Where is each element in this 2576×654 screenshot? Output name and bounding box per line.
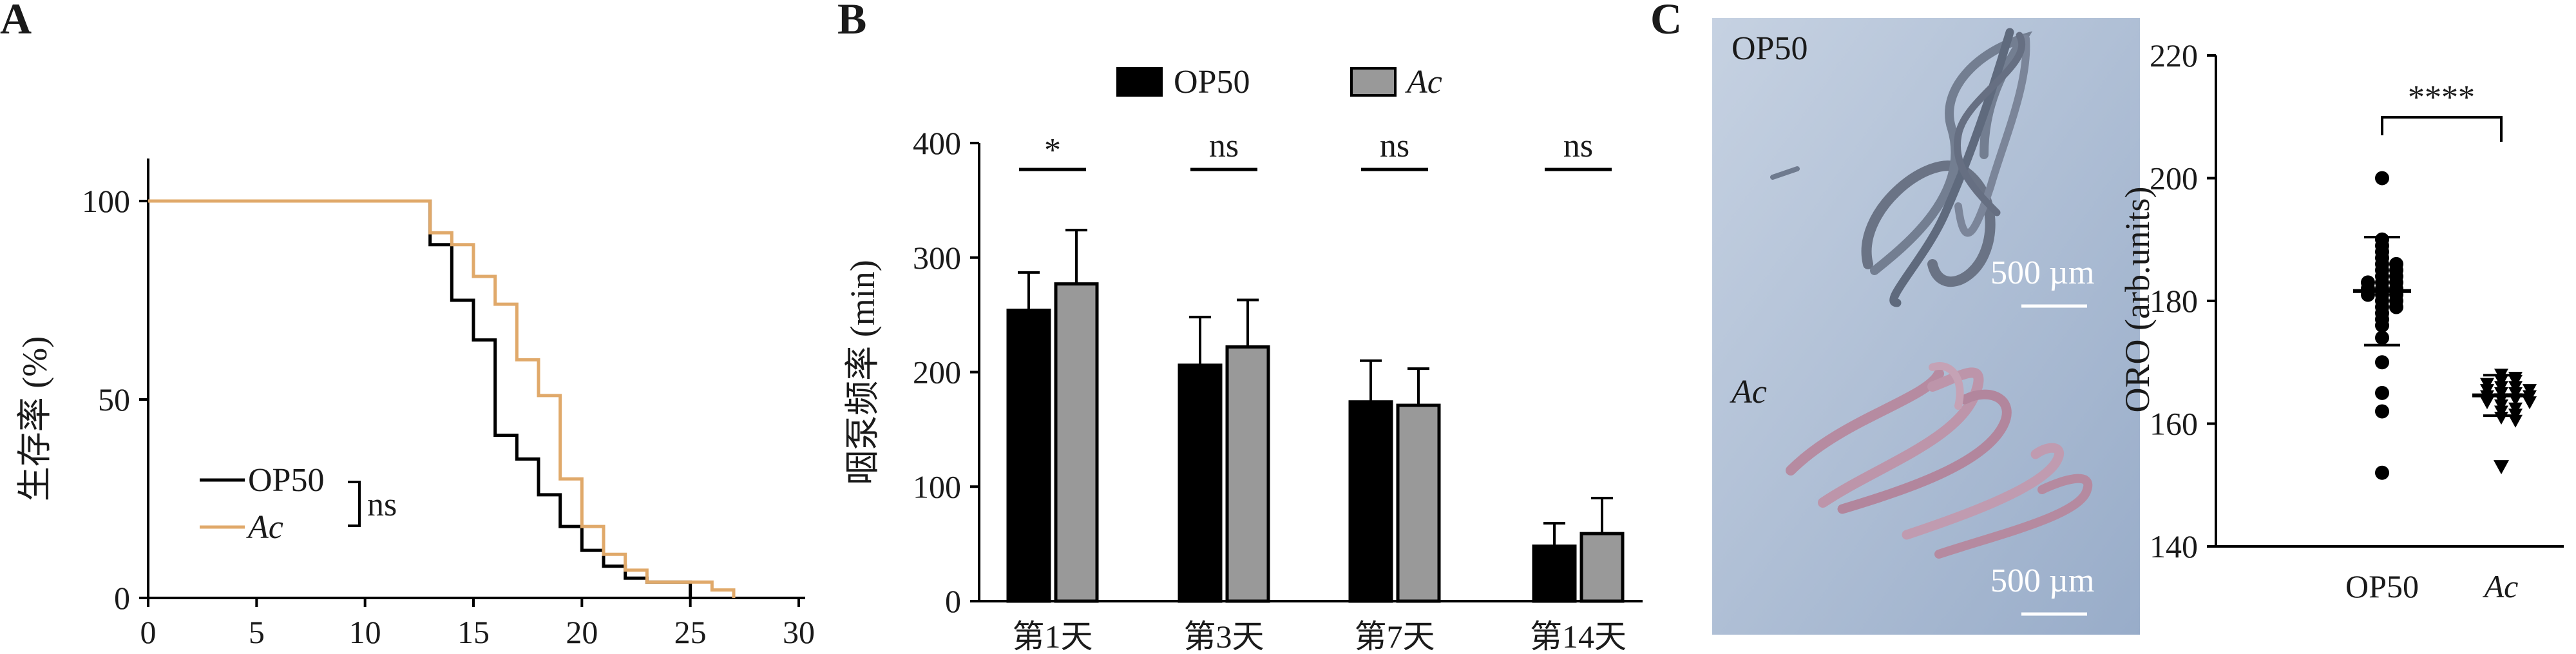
bar-ac-2 [1225,345,1270,603]
panel-c-micrograph: C OP50 Ac 500 µm 50 [1650,0,2140,635]
data-point [2494,460,2509,475]
worm [1902,443,2064,540]
y-tick-label: 100 [913,468,961,505]
data-point [2523,396,2537,410]
x-tick-label: 25 [674,614,707,650]
bar-op50-1 [1006,309,1051,603]
x-tick-label: 10 [349,614,381,650]
series-line-op50 [148,199,692,598]
significance-label: ns [1380,128,1409,164]
op50-worms [1770,28,2033,307]
significance-label: ns [1563,128,1593,164]
micrograph-label-ac: Ac [1730,374,1767,410]
worm [1934,474,2093,559]
ac-worms [1786,362,2093,559]
significance-label: ns [367,486,397,523]
worm [1954,32,2026,216]
bars: 第1天 * 第3天 ns 第7天 ns 第14天 ns [1006,128,1627,654]
significance-label: * [1044,132,1061,169]
axis-ticks: 0 100 200 300 400 [913,125,979,619]
x-tick-label: 15 [457,614,490,650]
bar-op50-2 [1178,363,1223,603]
bar-op50-4 [1532,544,1577,603]
scale-bar-label-bottom: 500 µm [1990,563,2094,599]
bar-ac-1 [1054,282,1099,603]
legend-label-op50: OP50 [1174,64,1250,101]
micrograph-shading [1712,18,2140,635]
panel-c-label: C [1650,0,1682,43]
panel-a-survival-chart: A 0 5 10 15 20 25 30 0 50 100 生存率 (%) OP50 Ac ns [0,0,815,650]
y-tick-label: 0 [114,580,130,616]
y-tick-label: 300 [913,240,961,276]
data-points [2353,171,2537,480]
survival-curves [148,199,736,598]
legend-label-ac: Ac [1405,64,1442,101]
bar-ac-4 [1579,532,1625,603]
y-tick-label: 220 [2150,37,2198,73]
bar-op50-3 [1348,400,1393,603]
x-tick-label: 0 [140,614,157,650]
y-tick-label: 400 [913,125,961,161]
worm [1861,160,1996,287]
debris [1770,166,1800,180]
legend: OP50 Ac [1116,64,1442,101]
data-point [2389,300,2403,314]
x-tick-label-ac: Ac [2483,568,2519,604]
x-tick-label-op50: OP50 [2345,568,2419,604]
y-axis-title: 生存率 (%) [15,336,54,501]
significance-bracket [2381,116,2503,142]
x-tick-label: 第7天 [1355,619,1435,654]
legend-swatch-op50 [1116,67,1163,97]
series-line-ac [148,199,736,598]
data-point [2375,171,2389,186]
legend-label-ac: Ac [246,509,283,546]
worm [1954,35,2030,237]
scale-bar-label-top: 500 µm [1990,255,2094,291]
y-tick-label: 180 [2150,283,2198,319]
panel-b-bar-chart: B 0 100 200 300 400 第1天 * 第3天 ns 第7天 ns 第14天 ns 咽泵频… [837,0,1643,654]
data-point [2375,355,2389,370]
data-point [2375,404,2389,419]
axis-ticks: 140 160 180 200 220 [2150,37,2216,564]
significance-label: ns [1209,128,1239,164]
x-tick-label: 30 [783,614,815,650]
axis-ticks: 0 5 10 15 20 25 30 0 50 100 [82,183,815,650]
x-tick-label: 第14天 [1530,619,1627,654]
micrograph-label-op50: OP50 [1732,30,1808,67]
worm [1818,367,1984,508]
y-tick-label: 200 [913,354,961,390]
data-point [2508,414,2523,428]
y-tick-label: 100 [82,183,130,219]
x-tick-label: 20 [566,614,598,650]
x-tick-label: 5 [249,614,265,650]
y-tick-label: 140 [2150,528,2198,564]
y-tick-label: 50 [98,381,130,418]
worm [1929,362,1964,410]
y-tick-label: 0 [945,583,961,619]
legend: OP50 Ac ns [200,462,397,546]
y-axis-title: 咽泵频率 (min) [843,260,882,485]
significance-label: **** [2408,79,2475,116]
legend-label-op50: OP50 [248,462,324,499]
panel-b-label: B [837,0,866,43]
worm [1837,389,2012,514]
y-tick-label: 200 [2150,160,2198,197]
x-tick-label: 第3天 [1184,619,1264,654]
data-point [2480,396,2494,410]
significance-bracket [348,481,361,527]
y-axis-title: ORO (arb.units) [2118,187,2157,413]
data-point [2375,385,2389,400]
x-tick-label: 第1天 [1013,619,1093,654]
data-point [2375,465,2389,480]
panel-a-label: A [0,0,32,43]
bar-ac-3 [1396,403,1441,603]
legend-swatch-ac [1350,67,1397,97]
y-tick-label: 160 [2150,406,2198,442]
